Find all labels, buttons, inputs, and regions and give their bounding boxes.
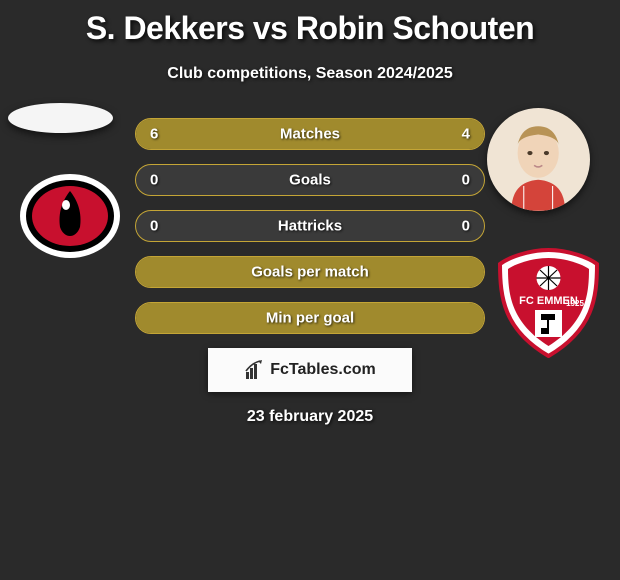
stat-row: 0 0 Goals — [135, 164, 485, 196]
stat-value-left: 0 — [150, 218, 158, 235]
page-subtitle: Club competitions, Season 2024/2025 — [0, 65, 620, 83]
stat-row: 0 0 Hattricks — [135, 210, 485, 242]
player-right-avatar — [487, 108, 590, 211]
player-left-avatar — [8, 103, 113, 133]
club-left-icon — [18, 173, 122, 259]
stat-value-right: 0 — [462, 218, 470, 235]
stat-label: Hattricks — [278, 218, 342, 235]
brand-icon — [244, 359, 266, 381]
page-title: S. Dekkers vs Robin Schouten — [0, 0, 620, 47]
stat-value-right: 0 — [462, 172, 470, 189]
brand-label: FcTables.com — [270, 361, 376, 379]
stat-label: Goals per match — [251, 264, 369, 281]
player-left-club-badge — [18, 173, 122, 259]
stat-row: Goals per match — [135, 256, 485, 288]
stat-value-left: 6 — [150, 126, 158, 143]
avatar-right-icon — [497, 118, 579, 211]
stat-label: Min per goal — [266, 310, 354, 327]
brand-badge[interactable]: FcTables.com — [208, 348, 412, 392]
footer-date: 23 february 2025 — [0, 408, 620, 426]
comparison-content: FC EMMEN 1925 6 4 Matches 0 0 Goals 0 0 Hattrick… — [0, 118, 620, 426]
club-right-year: 1925 — [566, 299, 584, 308]
stat-label: Matches — [280, 126, 340, 143]
stat-label: Goals — [289, 172, 331, 189]
club-right-icon: FC EMMEN 1925 — [497, 248, 600, 358]
stat-value-right: 4 — [462, 126, 470, 143]
player-right-club-badge: FC EMMEN 1925 — [497, 248, 600, 358]
stats-bars: 6 4 Matches 0 0 Goals 0 0 Hattricks Goals per mat… — [135, 118, 485, 334]
stat-value-left: 0 — [150, 172, 158, 189]
stat-row: Min per goal — [135, 302, 485, 334]
stat-row: 6 4 Matches — [135, 118, 485, 150]
